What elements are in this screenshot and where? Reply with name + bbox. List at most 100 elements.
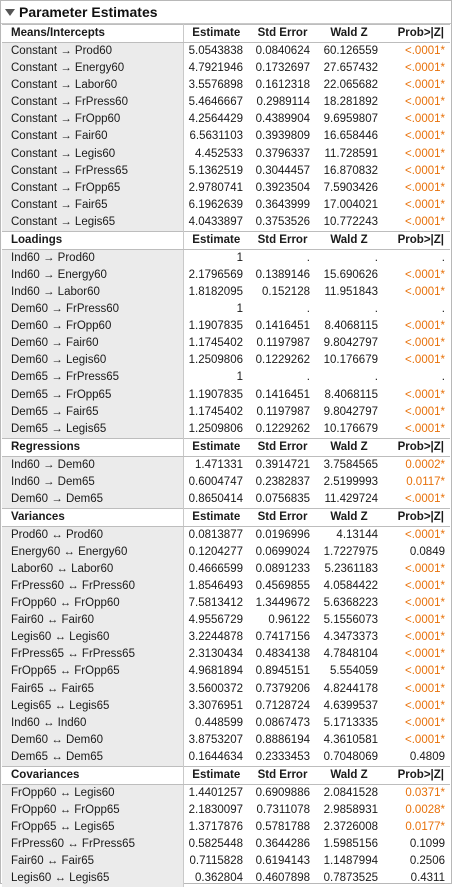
estimate-cell: 3.8753207 bbox=[188, 733, 243, 746]
estimate-cell: 0.5825448 bbox=[188, 838, 243, 851]
estimate-cell: 0.448599 bbox=[195, 716, 243, 729]
wald-z-cell: 16.870832 bbox=[323, 164, 378, 177]
table-row: FrOpp60 ↔ FrOpp60 7.5813412 1.3449672 5.636… bbox=[2, 595, 450, 613]
term-cell: FrOpp65 ↔ FrOpp65 bbox=[2, 663, 184, 681]
prob-cell: <.0001* bbox=[405, 528, 445, 541]
prob-cell: <.0001* bbox=[405, 614, 445, 627]
std-error-cell: 0.5781788 bbox=[255, 821, 310, 834]
std-error-cell: 0.2382837 bbox=[255, 475, 310, 488]
table-row: Constant → FrPress65 5.1362519 0.3044457 16… bbox=[2, 162, 450, 180]
std-error-cell: 0.3796337 bbox=[255, 147, 310, 160]
estimate-cell: 7.5813412 bbox=[188, 597, 243, 610]
table-row: Constant → Fair65 6.1962639 0.3643999 17.00… bbox=[2, 196, 450, 214]
std-error-cell: 0.7379206 bbox=[255, 682, 310, 695]
table-row: Ind60 → Dem65 0.6004747 0.2382837 2.5199993… bbox=[2, 473, 450, 491]
table-row: FrOpp60 ↔ FrOpp65 2.1830097 0.7311078 2.985… bbox=[2, 801, 450, 819]
wald-z-cell: 4.8244178 bbox=[323, 682, 378, 695]
prob-cell: 0.0177* bbox=[405, 821, 445, 834]
std-error-cell: 0.3044457 bbox=[255, 164, 310, 177]
wald-z-cell: 8.4068115 bbox=[324, 388, 378, 401]
term-cell: Dem65 → Legis65 bbox=[2, 420, 184, 439]
wald-z-cell: 4.7848104 bbox=[323, 648, 378, 661]
table-row: Constant → Legis60 4.452533 0.3796337 11.72… bbox=[2, 145, 450, 163]
prob-cell: 0.0117* bbox=[406, 475, 445, 488]
std-error-cell: . bbox=[306, 303, 310, 316]
table-row: FrPress60 ↔ FrPress60 1.8546493 0.4569855 4… bbox=[2, 577, 450, 596]
wald-z-cell: 8.4068115 bbox=[324, 320, 378, 333]
wald-z-cell: 60.126559 bbox=[323, 45, 378, 57]
section-header: Variances Estimate Std Error Wald Z Prob>|Z| bbox=[2, 507, 450, 527]
estimate-cell: 1.4401257 bbox=[188, 786, 243, 799]
estimate-cell: 0.1644634 bbox=[188, 750, 243, 763]
table-row: Dem60 → FrPress60 1... bbox=[2, 301, 450, 319]
term-cell: FrOpp65 ↔ Legis65 bbox=[2, 819, 184, 837]
estimate-cell: 4.7921946 bbox=[188, 62, 243, 75]
section-title: Regressions bbox=[2, 437, 184, 457]
prob-cell: <.0001* bbox=[405, 320, 445, 333]
term-cell: Legis60 ↔ Legis60 bbox=[2, 629, 184, 647]
wald-z-cell: 10.176679 bbox=[323, 422, 378, 435]
table-row: Dem65 → Fair65 1.1745402 0.1197987 9.804279… bbox=[2, 403, 450, 421]
std-error-cell: 0.96122 bbox=[268, 614, 310, 627]
term-cell: Constant → Labor60 bbox=[2, 77, 184, 95]
prob-cell: <.0001* bbox=[405, 716, 445, 729]
column-header: Prob>|Z| bbox=[382, 230, 450, 250]
std-error-cell: 0.4569855 bbox=[255, 580, 310, 593]
column-header: Estimate bbox=[183, 765, 249, 785]
term-cell: Labor60 ↔ Labor60 bbox=[2, 560, 184, 578]
term-cell: Fair60 ↔ Fair60 bbox=[2, 612, 184, 630]
estimate-cell: 4.0433897 bbox=[188, 215, 243, 228]
table-row: Fair65 ↔ Fair65 3.5600372 0.7379206 4.82441… bbox=[2, 680, 450, 698]
wald-z-cell: 27.657432 bbox=[323, 62, 378, 75]
std-error-cell: 0.8886194 bbox=[255, 733, 310, 746]
prob-cell: <.0001* bbox=[405, 337, 445, 350]
term-cell: FrPress60 ↔ FrPress65 bbox=[2, 836, 184, 854]
prob-cell: <.0001* bbox=[405, 562, 445, 575]
column-header: Std Error bbox=[249, 230, 316, 250]
prob-cell: <.0001* bbox=[405, 405, 445, 418]
wald-z-cell: 9.8042797 bbox=[323, 405, 378, 418]
triangle-down-icon[interactable] bbox=[5, 8, 15, 16]
wald-z-cell: 2.3726008 bbox=[323, 821, 378, 834]
prob-cell: <.0001* bbox=[405, 181, 445, 194]
std-error-cell: 0.4607898 bbox=[255, 872, 310, 885]
term-cell: FrPress60 ↔ FrPress60 bbox=[2, 577, 184, 596]
report-title: Parameter Estimates bbox=[19, 4, 158, 20]
table-row: FrPress65 ↔ FrPress65 2.3130434 0.4834138 4… bbox=[2, 646, 450, 664]
column-header: Wald Z bbox=[316, 507, 382, 527]
estimate-cell: 1.8546493 bbox=[188, 580, 243, 593]
std-error-cell: 0.1732697 bbox=[255, 62, 310, 75]
column-header: Wald Z bbox=[316, 437, 382, 457]
std-error-cell: 1.3449672 bbox=[255, 597, 310, 610]
wald-z-cell: 11.728591 bbox=[324, 147, 378, 160]
estimate-cell: 4.9681894 bbox=[188, 665, 243, 678]
prob-cell: <.0001* bbox=[405, 96, 445, 109]
estimate-cell: 3.2244878 bbox=[188, 631, 243, 644]
estimate-cell: 1.8182095 bbox=[188, 285, 243, 298]
term-cell: Dem60 → Dem65 bbox=[2, 490, 184, 509]
std-error-cell: 0.6194143 bbox=[255, 855, 310, 868]
wald-z-cell: 0.7048069 bbox=[323, 750, 378, 763]
section-title: Means/Intercepts bbox=[2, 24, 184, 43]
column-header: Estimate bbox=[183, 230, 249, 250]
std-error-cell: 0.2333453 bbox=[255, 750, 310, 763]
wald-z-cell: 17.004021 bbox=[323, 198, 378, 211]
section-title: Covariances bbox=[2, 765, 184, 785]
table-row: Dem65 ↔ Dem65 0.1644634 0.2333453 0.7048069… bbox=[2, 748, 450, 767]
wald-z-cell: . bbox=[374, 371, 378, 384]
term-cell: Dem60 → FrOpp60 bbox=[2, 318, 184, 336]
term-cell: Ind60 → Dem65 bbox=[2, 473, 184, 491]
term-cell: Dem65 → FrPress65 bbox=[2, 369, 184, 387]
term-cell: Dem60 → Fair60 bbox=[2, 335, 184, 353]
estimate-cell: 1.2509806 bbox=[188, 354, 243, 367]
std-error-cell: 0.3644286 bbox=[255, 838, 310, 851]
table-row: Dem60 → Dem65 0.8650414 0.0756835 11.429724… bbox=[2, 490, 450, 509]
column-header: Estimate bbox=[183, 24, 249, 43]
column-header: Wald Z bbox=[316, 24, 382, 43]
report-title-bar[interactable]: Parameter Estimates bbox=[1, 1, 451, 24]
estimate-cell: 2.1830097 bbox=[188, 803, 243, 816]
prob-cell: <.0001* bbox=[405, 45, 445, 57]
std-error-cell: . bbox=[306, 371, 310, 384]
std-error-cell: 0.1389146 bbox=[255, 268, 310, 281]
